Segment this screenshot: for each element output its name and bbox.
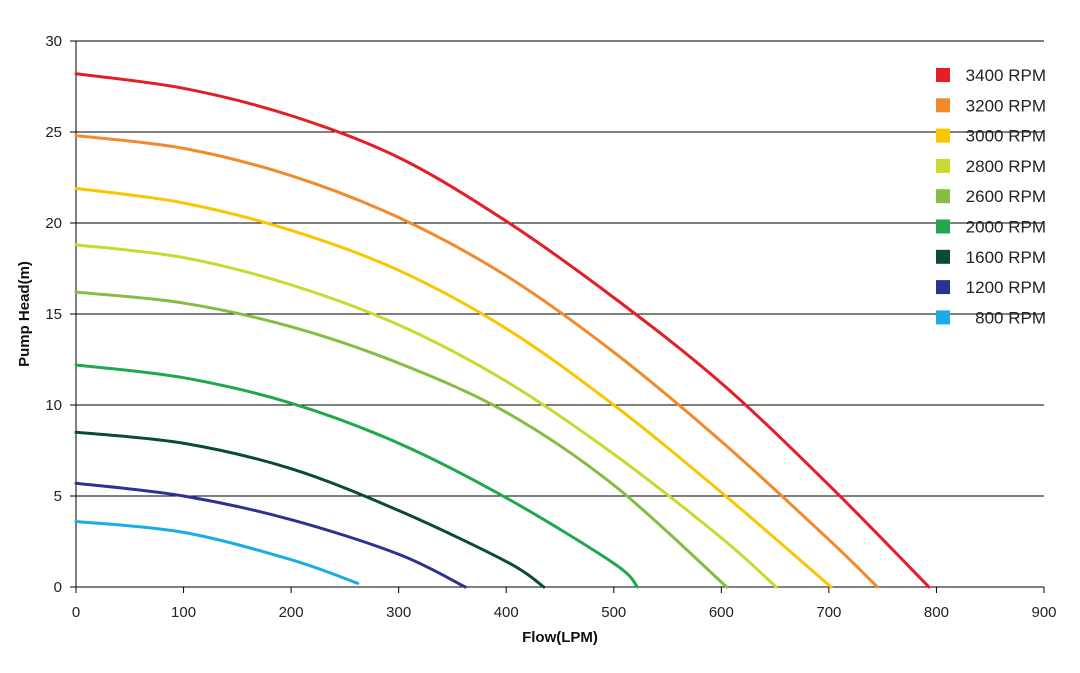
legend-label-2800-rpm: 2800 RPM	[966, 157, 1046, 176]
legend-label-800-rpm: 800 RPM	[975, 308, 1046, 327]
legend-swatch-2600-rpm	[936, 189, 950, 204]
legend-label-3200-rpm: 3200 RPM	[966, 96, 1046, 115]
x-tick-label-700: 700	[816, 604, 841, 621]
y-tick-label-20: 20	[45, 215, 62, 232]
series-line-1600-rpm	[74, 430, 546, 589]
y-tick-label-0: 0	[54, 579, 62, 596]
y-tick-label-30: 30	[45, 33, 62, 50]
legend-label-2000-rpm: 2000 RPM	[966, 218, 1046, 237]
x-tick-label-800: 800	[924, 604, 949, 621]
series-line-3200-rpm	[74, 134, 879, 589]
legend-label-1600-rpm: 1600 RPM	[966, 248, 1046, 267]
y-tick-label-5: 5	[54, 488, 62, 505]
legend-swatch-800-rpm	[936, 310, 950, 325]
x-tick-label-600: 600	[709, 604, 734, 621]
legend-swatch-3000-rpm	[936, 128, 950, 143]
series-line-2800-rpm	[74, 243, 778, 589]
x-tick-label-0: 0	[72, 604, 80, 621]
legend-swatch-3200-rpm	[936, 98, 950, 113]
series-line-2000-rpm	[74, 363, 639, 589]
legend-label-1200-rpm: 1200 RPM	[966, 278, 1046, 297]
x-tick-label-200: 200	[279, 604, 304, 621]
x-tick-label-400: 400	[494, 604, 519, 621]
x-tick-label-500: 500	[601, 604, 626, 621]
series-line-3000-rpm	[74, 186, 833, 589]
legend-label-2600-rpm: 2600 RPM	[966, 187, 1046, 206]
legend-label-3400-rpm: 3400 RPM	[966, 66, 1046, 85]
y-tick-label-15: 15	[45, 306, 62, 323]
x-axis-title: Flow(LPM)	[522, 629, 598, 646]
series-lines	[74, 72, 931, 589]
legend-swatch-2000-rpm	[936, 219, 950, 234]
y-tick-label-25: 25	[45, 124, 62, 141]
legend-swatch-1600-rpm	[936, 249, 950, 264]
x-tick-label-900: 900	[1031, 604, 1056, 621]
series-line-3400-rpm	[74, 72, 931, 589]
series-line-800-rpm	[74, 519, 360, 585]
grid-lines	[76, 40, 1044, 497]
y-tick-label-10: 10	[45, 397, 62, 414]
legend-swatch-3400-rpm	[936, 68, 950, 82]
legend: 3400 RPM 3200 RPM 3000 RPM 2800 RPM 2600 RPM…	[936, 66, 1046, 327]
y-axis-title: Pump Head(m)	[16, 261, 33, 367]
legend-swatch-2800-rpm	[936, 158, 950, 173]
series-line-1200-rpm	[74, 481, 467, 589]
legend-swatch-1200-rpm	[936, 280, 950, 295]
legend-label-3000-rpm: 3000 RPM	[966, 127, 1046, 146]
x-tick-label-300: 300	[386, 604, 411, 621]
series-line-2600-rpm	[74, 290, 729, 589]
x-tick-label-100: 100	[171, 604, 196, 621]
